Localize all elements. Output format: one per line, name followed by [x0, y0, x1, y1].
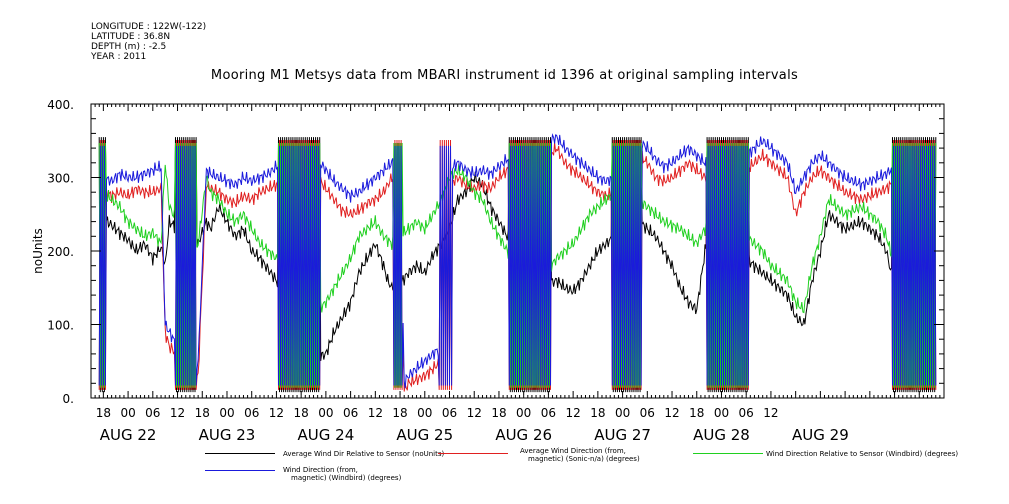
x-tick-label: 00	[615, 406, 630, 420]
x-tick-label: 18	[294, 406, 309, 420]
x-tick-label: 12	[664, 406, 679, 420]
axes-group: 18 00 06 12 18 00 06 12 18 00 06 12 18 00 06 12 18 00 06 12…	[47, 98, 945, 444]
day-label: AUG 23	[199, 426, 256, 444]
x-tick-label: 12	[763, 406, 778, 420]
x-tick-label: 18	[590, 406, 605, 420]
day-label: AUG 24	[298, 426, 355, 444]
x-tick-label: 06	[739, 406, 754, 420]
series-line-red	[98, 139, 937, 392]
x-tick-label: 18	[392, 406, 407, 420]
day-label: AUG 28	[693, 426, 750, 444]
x-tick-label: 06	[343, 406, 358, 420]
x-tick-label: 00	[219, 406, 234, 420]
y-tick-label: 200.	[47, 245, 74, 259]
x-tick-label: 12	[170, 406, 185, 420]
x-tick-label: 06	[541, 406, 556, 420]
x-tick-label: 12	[269, 406, 284, 420]
series-line-black	[98, 137, 937, 393]
x-tick-label: 12	[565, 406, 580, 420]
x-tick-label: 18	[689, 406, 704, 420]
longitude-text: LONGITUDE : 122W(-122)	[91, 22, 207, 32]
legend-label-blue-2: magnetic) (Windbird) (degrees)	[291, 474, 402, 482]
series-line-green	[98, 142, 937, 388]
x-tick-label: 06	[145, 406, 160, 420]
x-tick-label: 06	[442, 406, 457, 420]
legend-label-green: Wind Direction Relative to Sensor (Windb…	[766, 450, 959, 458]
day-label: AUG 27	[594, 426, 651, 444]
legend-swatch-red	[438, 453, 508, 454]
day-label: AUG 29	[792, 426, 849, 444]
x-tick-label: 12	[467, 406, 482, 420]
day-label: AUG 22	[100, 426, 157, 444]
depth-text: DEPTH (m) : -2.5	[91, 42, 167, 52]
legend-label-blue-1: Wind Direction (from,	[283, 466, 358, 474]
latitude-text: LATITUDE : 36.8N	[91, 32, 171, 42]
x-tick-label: 18	[491, 406, 506, 420]
legend-label-black: Average Wind Dir Relative to Sensor (noU…	[283, 450, 445, 458]
x-tick-label: 00	[120, 406, 135, 420]
x-tick-label: 00	[417, 406, 432, 420]
day-label: AUG 25	[396, 426, 453, 444]
x-tick-label: 06	[640, 406, 655, 420]
y-axis-label: noUnits	[31, 228, 45, 274]
x-tick-label: 00	[714, 406, 729, 420]
year-text: YEAR : 2011	[91, 52, 147, 62]
legend-label-red-2: magnetic) (Sonic-n/a) (degrees)	[528, 455, 640, 463]
y-tick-label: 400.	[47, 98, 74, 112]
legend-label-red-1: Average Wind Direction (from,	[520, 447, 626, 455]
x-tick-label: 00	[318, 406, 333, 420]
metadata-header: LONGITUDE : 122W(-122) LATITUDE : 36.8N …	[91, 22, 206, 62]
x-tick-label: 12	[368, 406, 383, 420]
y-tick-label: 0.	[63, 392, 74, 406]
legend-swatch-black	[205, 453, 275, 454]
y-tick-label: 300.	[47, 172, 74, 186]
chart-title: Mooring M1 Metsys data from MBARI instru…	[210, 68, 799, 83]
legend-swatch-blue	[205, 470, 275, 471]
day-label: AUG 26	[495, 426, 552, 444]
x-tick-label: 06	[244, 406, 259, 420]
series-group	[98, 133, 937, 393]
series-line-blue	[98, 133, 937, 389]
x-tick-label: 18	[96, 406, 111, 420]
legend-swatch-green	[693, 453, 763, 454]
x-tick-label: 18	[195, 406, 210, 420]
x-tick-label: 00	[516, 406, 531, 420]
y-tick-label: 100.	[47, 319, 74, 333]
